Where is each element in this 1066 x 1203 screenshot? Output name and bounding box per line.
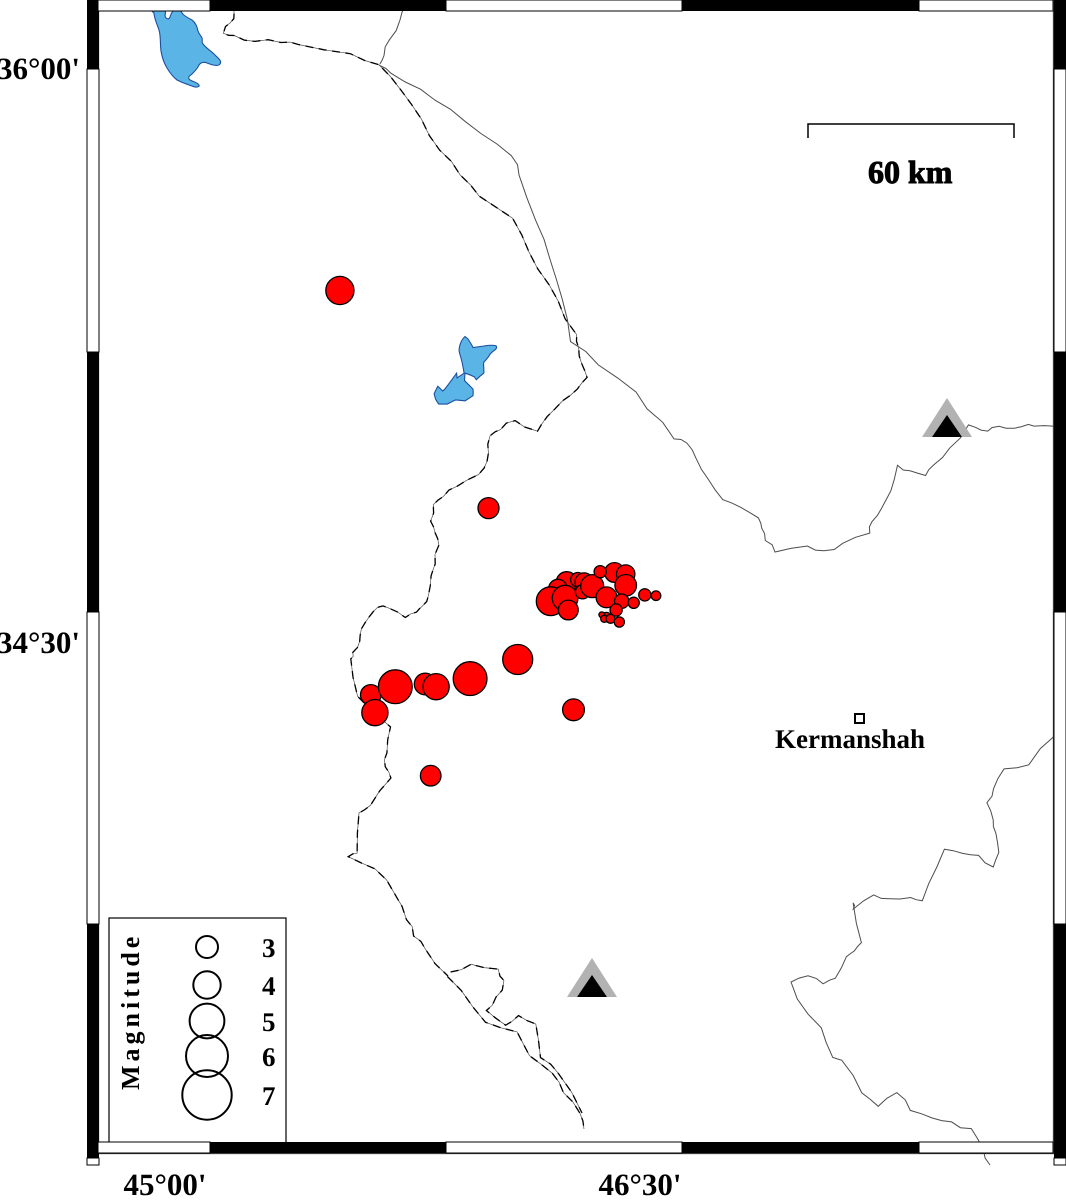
svg-text:45°00': 45°00'	[123, 1167, 206, 1202]
svg-text:Kermanshah: Kermanshah	[775, 724, 925, 754]
svg-text:7: 7	[262, 1081, 276, 1111]
svg-text:46°30': 46°30'	[598, 1167, 681, 1202]
svg-text:Magnitude: Magnitude	[116, 933, 145, 1090]
svg-text:60 km: 60 km	[868, 154, 953, 190]
svg-text:36°00': 36°00'	[0, 51, 80, 86]
svg-text:34°30': 34°30'	[0, 625, 80, 660]
svg-text:3: 3	[262, 933, 276, 963]
svg-text:4: 4	[262, 971, 276, 1001]
svg-text:5: 5	[262, 1007, 276, 1037]
svg-text:6: 6	[262, 1042, 276, 1072]
